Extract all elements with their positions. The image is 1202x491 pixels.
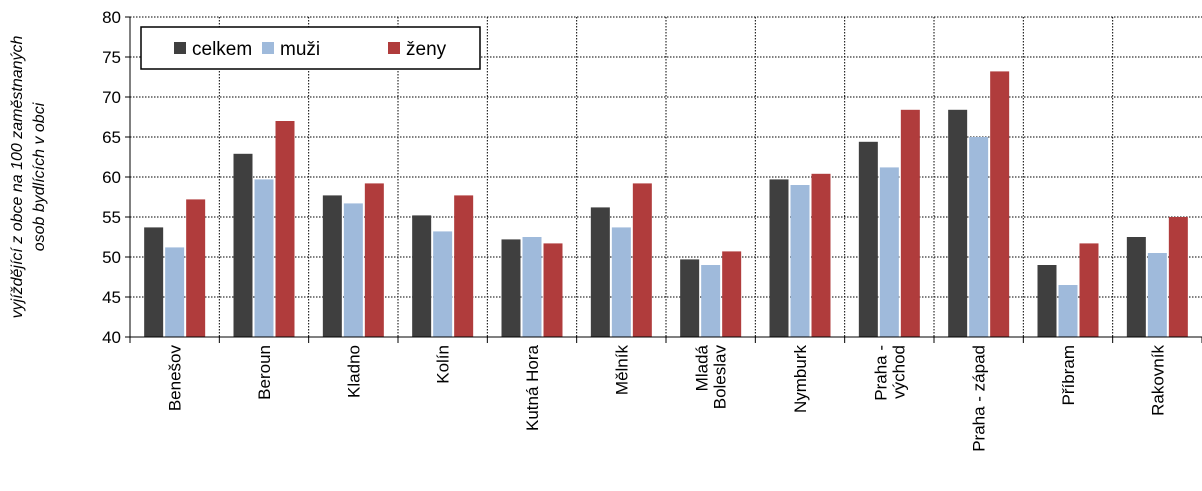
legend: celkem muži ženy [140, 26, 481, 70]
bar-ženy-1 [275, 121, 295, 337]
bar-muži-3 [433, 231, 453, 337]
y-tick-label: 60 [102, 168, 121, 187]
bar-ženy-6 [722, 251, 742, 337]
bar-celkem-2 [322, 195, 342, 337]
y-axis-title: vyjíždějící z obce na 100 zaměstnaných os… [9, 35, 48, 318]
x-tick-label: Boleslav [711, 345, 730, 410]
bar-muži-10 [1058, 285, 1078, 337]
x-tick-label: Mělník [612, 345, 631, 396]
y-tick-label: 45 [102, 288, 121, 307]
y-axis-title-line: osob bydlících v obci [31, 102, 48, 251]
bar-celkem-6 [680, 259, 700, 337]
x-tick-label: Kladno [344, 345, 363, 398]
x-tick-label: Praha - západ [970, 345, 989, 452]
bar-celkem-7 [769, 179, 789, 337]
legend-box [140, 26, 481, 70]
bar-celkem-1 [233, 153, 253, 337]
bar-ženy-7 [811, 173, 831, 337]
y-tick-label: 55 [102, 208, 121, 227]
bar-celkem-5 [590, 207, 610, 337]
bar-ženy-10 [1079, 243, 1099, 337]
legend-swatch-muži [262, 42, 274, 54]
y-tick-label: 50 [102, 248, 121, 267]
x-tick-label: Kutná Hora [523, 344, 542, 431]
bar-muži-9 [969, 137, 989, 337]
bar-muži-11 [1147, 253, 1167, 337]
legend-label-celkem: celkem [192, 39, 252, 60]
bars [144, 71, 1188, 338]
y-axis-title-line: vyjíždějící z obce na 100 zaměstnaných [9, 35, 26, 318]
bar-ženy-2 [364, 183, 384, 337]
x-tick-label: východ [889, 345, 908, 399]
y-tick-label: 40 [102, 328, 121, 347]
bar-ženy-11 [1168, 217, 1188, 337]
bar-celkem-3 [412, 215, 432, 337]
bar-ženy-8 [900, 109, 920, 337]
x-axis-labels: Benešov Beroun Kladno Kolín Kutná Hora Mělník… [166, 344, 1168, 451]
bar-ženy-3 [454, 195, 474, 337]
x-tick-label: Kolín [434, 345, 453, 384]
y-axis-ticks: 40 45 50 55 60 65 70 75 80 [102, 8, 130, 347]
x-tick-label: Beroun [255, 345, 274, 400]
x-axis-ticks [129, 337, 1202, 343]
legend-label-muži: muži [280, 39, 320, 60]
x-tick-label: Praha - [871, 345, 890, 401]
bar-ženy-5 [632, 183, 652, 337]
x-tick-label: Mladá [693, 344, 712, 391]
bar-muži-8 [879, 167, 899, 337]
bar-ženy-4 [543, 243, 563, 337]
legend-swatch-celkem [174, 42, 186, 54]
bar-ženy-0 [186, 199, 206, 337]
y-tick-label: 65 [102, 128, 121, 147]
x-tick-label: Rakovník [1148, 345, 1167, 416]
bar-muži-0 [165, 247, 185, 337]
bar-celkem-4 [501, 239, 521, 337]
legend-swatch-ženy [388, 42, 400, 54]
bar-muži-7 [790, 185, 810, 337]
bar-celkem-8 [858, 141, 878, 337]
bar-celkem-10 [1037, 265, 1057, 337]
bar-muži-2 [343, 203, 363, 337]
bar-celkem-9 [948, 109, 968, 337]
x-tick-label: Benešov [166, 345, 185, 412]
y-tick-label: 70 [102, 88, 121, 107]
legend-label-ženy: ženy [406, 39, 447, 60]
bar-ženy-9 [990, 71, 1010, 338]
bar-muži-5 [611, 227, 631, 337]
y-tick-label: 75 [102, 48, 121, 67]
bar-muži-6 [701, 265, 721, 337]
x-tick-label: Nymburk [791, 345, 810, 414]
bar-celkem-0 [144, 227, 164, 337]
x-tick-label: Příbram [1059, 345, 1078, 405]
bar-muži-1 [254, 179, 274, 337]
y-tick-label: 80 [102, 8, 121, 27]
grid-lines [130, 16, 1202, 337]
bar-muži-4 [522, 237, 542, 337]
bar-celkem-11 [1126, 237, 1146, 337]
